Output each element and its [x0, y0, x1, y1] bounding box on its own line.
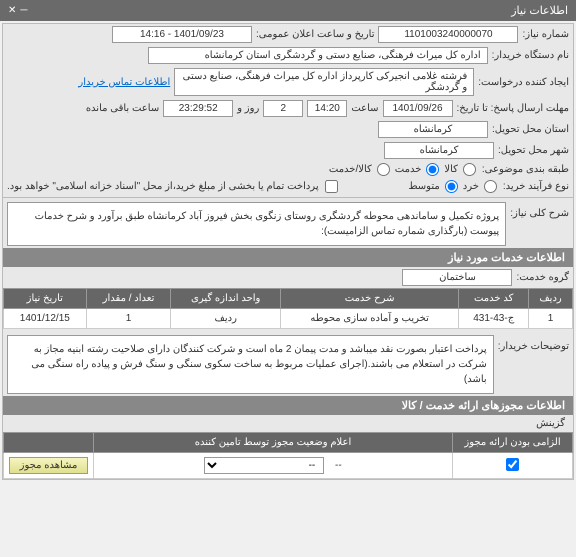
- requester-value: فرشته غلامی انجیرکی کارپرداز اداره کل می…: [174, 68, 474, 96]
- need-number-value: 1101003240000070: [378, 26, 518, 43]
- buyer-org-label: نام دستگاه خریدار:: [492, 50, 569, 61]
- licenses-section-header: اطلاعات مجوزهای ارائه خدمت / کالا: [3, 396, 573, 415]
- cell-desc: تخریب و آماده سازی محوطه: [280, 309, 458, 329]
- time-label-1: ساعت: [351, 103, 378, 114]
- licenses-table: الزامی بودن ارائه مجوز اعلام وضعیت مجوز …: [3, 432, 573, 479]
- main-panel: شماره نیاز: 1101003240000070 تاریخ و ساع…: [2, 23, 574, 480]
- group-value: ساختمان: [402, 269, 512, 286]
- need-number-label: شماره نیاز:: [522, 29, 569, 40]
- deadline-label: مهلت ارسال پاسخ: تا تاریخ:: [457, 103, 569, 114]
- small-label: خرد: [463, 181, 479, 192]
- th-row: ردیف: [529, 289, 573, 309]
- mandatory-checkbox[interactable]: [506, 458, 519, 471]
- cell-unit: ردیف: [171, 309, 281, 329]
- day-and-label: روز و: [237, 103, 259, 114]
- th-qty: تعداد / مقدار: [86, 289, 171, 309]
- general-desc-value: پروژه تکمیل و ساماندهی محوطه گردشگری روس…: [7, 202, 506, 246]
- contact-link[interactable]: اطلاعات تماس خریدار: [78, 77, 170, 88]
- radio-medium[interactable]: [445, 180, 458, 193]
- close-icon[interactable]: ✕: [8, 5, 16, 16]
- cell-mandatory: [453, 453, 573, 479]
- window-controls: ─ ✕: [8, 5, 27, 16]
- th-unit: واحد اندازه گیری: [171, 289, 281, 309]
- radio-small[interactable]: [484, 180, 497, 193]
- services-section-header: اطلاعات خدمات مورد نیاز: [3, 248, 573, 267]
- delivery-province-value: کرمانشاه: [378, 121, 488, 138]
- cell-row: 1: [529, 309, 573, 329]
- minimize-icon[interactable]: ─: [20, 5, 27, 16]
- th-date: تاریخ نیاز: [4, 289, 87, 309]
- delivery-city-label: شهر محل تحویل:: [498, 145, 569, 156]
- cell-status: -- --: [94, 453, 453, 479]
- general-desc-label: شرح کلی نیاز:: [510, 202, 569, 219]
- cell-date: 1401/12/15: [4, 309, 87, 329]
- window-header: اطلاعات نیاز ─ ✕: [0, 0, 576, 21]
- medium-label: متوسط: [408, 181, 439, 192]
- remaining-label: ساعت باقی مانده: [86, 103, 159, 114]
- table-row[interactable]: 1 ج-43-431 تخریب و آماده سازی محوطه ردیف…: [4, 309, 573, 329]
- cell-action: مشاهده مجوز: [4, 453, 94, 479]
- group-label: گروه خدمت:: [516, 272, 569, 283]
- buyer-notes-value: پرداخت اعتبار بصورت نقد میباشد و مدت پیم…: [7, 335, 494, 394]
- treasury-checkbox[interactable]: [325, 180, 338, 193]
- subject-type-label: طبقه بندی موضوعی:: [482, 164, 569, 175]
- public-announce-label: تاریخ و ساعت اعلان عمومی:: [256, 29, 375, 40]
- service-label: خدمت: [395, 164, 422, 175]
- radio-goods[interactable]: [463, 163, 476, 176]
- deadline-date: 1401/09/26: [383, 100, 453, 117]
- status-select[interactable]: --: [204, 457, 324, 474]
- goods-label: کالا: [444, 164, 458, 175]
- th-action: [4, 433, 94, 453]
- payment-note: پرداخت تمام یا بخشی از مبلغ خرید،از محل …: [7, 181, 319, 192]
- radio-both[interactable]: [377, 163, 390, 176]
- public-announce-value: 1401/09/23 - 14:16: [112, 26, 252, 43]
- delivery-city-value: کرمانشاه: [384, 142, 494, 159]
- delivery-province-label: استان محل تحویل:: [492, 124, 569, 135]
- services-table: ردیف کد خدمت شرح خدمت واحد اندازه گیری ت…: [3, 288, 573, 329]
- announce-label: گزینش: [3, 415, 573, 432]
- radio-service[interactable]: [426, 163, 439, 176]
- buyer-org-value: اداره کل میراث فرهنگی، صنایع دستی و گردش…: [148, 47, 488, 64]
- window-title: اطلاعات نیاز: [511, 4, 568, 17]
- th-code: کد خدمت: [459, 289, 529, 309]
- deadline-time: 14:20: [307, 100, 347, 117]
- buyer-notes-label: توضیحات خریدار:: [498, 335, 569, 352]
- th-status: اعلام وضعیت مجوز توسط تامین کننده: [94, 433, 453, 453]
- th-mandatory: الزامی بودن ارائه مجوز: [453, 433, 573, 453]
- th-desc: شرح خدمت: [280, 289, 458, 309]
- cell-qty: 1: [86, 309, 171, 329]
- license-row: -- -- مشاهده مجوز: [4, 453, 573, 479]
- view-license-button[interactable]: مشاهده مجوز: [9, 457, 89, 474]
- remaining-value: 23:29:52: [163, 100, 233, 117]
- days-value: 2: [263, 100, 303, 117]
- deal-type-label: نوع فرآیند خرید:: [503, 181, 569, 192]
- both-label: کالا/خدمت: [329, 164, 372, 175]
- cell-code: ج-43-431: [459, 309, 529, 329]
- requester-label: ایجاد کننده درخواست:: [478, 77, 569, 88]
